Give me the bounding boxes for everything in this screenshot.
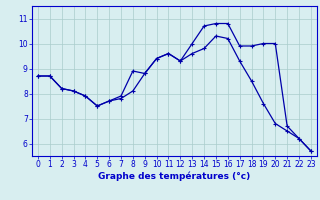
X-axis label: Graphe des températures (°c): Graphe des températures (°c) [98,172,251,181]
